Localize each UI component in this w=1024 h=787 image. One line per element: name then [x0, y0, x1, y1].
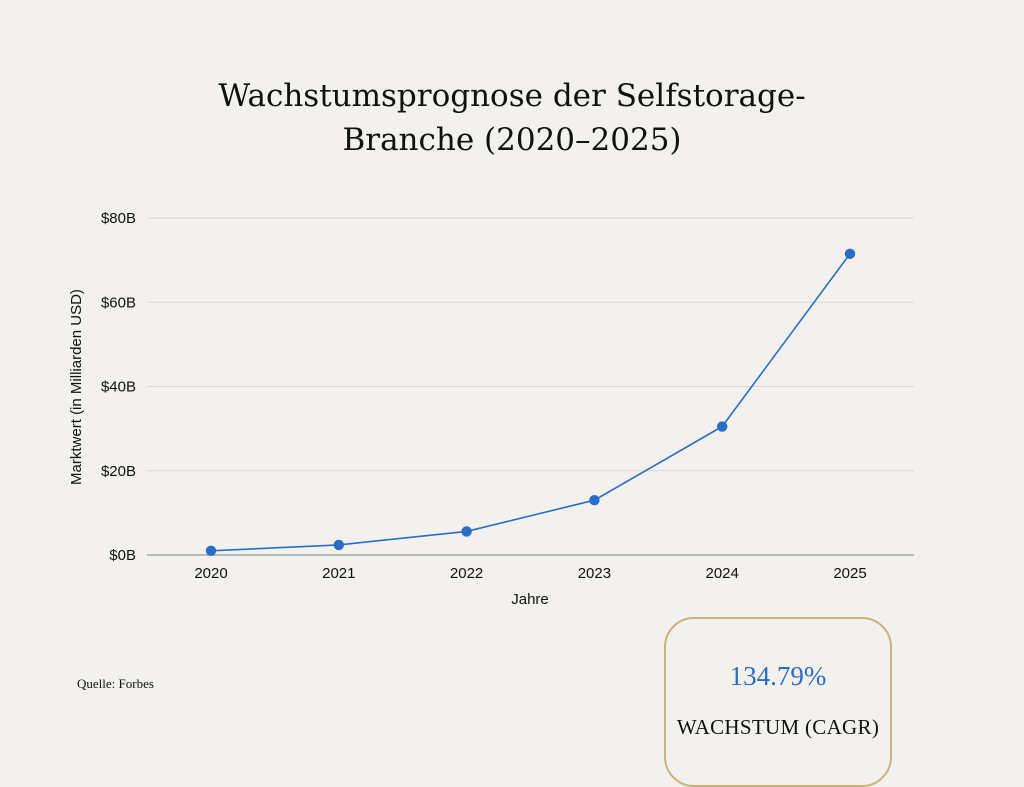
y-tick-label: $0B: [109, 547, 136, 564]
data-point: [844, 248, 856, 260]
cagr-value: 134.79%: [729, 661, 827, 691]
x-axis-label: Jahre: [511, 591, 549, 608]
series-line: [210, 253, 851, 552]
y-tick-label: $80B: [101, 210, 136, 227]
data-point: [205, 545, 217, 556]
cagr-label: WACHSTUM (CAGR): [676, 715, 880, 739]
data-point: [333, 539, 344, 551]
x-tick-label: 2025: [833, 565, 866, 582]
data-point: [461, 526, 472, 537]
x-tick-label: 2023: [578, 565, 611, 582]
chart-title: Wachstumsprognose der Selfstorage- Branc…: [0, 74, 1024, 162]
cagr-card: 134.79% WACHSTUM (CAGR): [664, 617, 892, 787]
data-points: [205, 248, 856, 556]
data-point: [589, 495, 600, 506]
x-tick-label: 2020: [194, 565, 227, 582]
x-tick-label: 2022: [450, 565, 483, 582]
data-point: [717, 421, 728, 432]
y-tick-label: $20B: [101, 463, 136, 480]
x-tick-label: 2021: [322, 565, 355, 582]
chart-title-line-1: Wachstumsprognose der Selfstorage-: [218, 78, 806, 114]
grid-lines: [147, 217, 914, 556]
y-tick-label: $60B: [101, 294, 136, 311]
line-chart: $0B $20B $40B $60B $80B 2020 2021 2022 2023 2024…: [68, 210, 914, 608]
y-axis-label: Marktwert (in Milliarden USD): [68, 289, 85, 485]
source-note: Quelle: Forbes: [77, 676, 154, 691]
y-tick-label: $40B: [101, 379, 136, 396]
x-tick-label: 2024: [706, 565, 739, 582]
chart-title-line-2: Branche (2020–2025): [342, 122, 682, 158]
x-axis-ticks: 2020 2021 2022 2023 2024 2025: [194, 565, 866, 582]
y-axis-ticks: $0B $20B $40B $60B $80B: [101, 210, 136, 564]
